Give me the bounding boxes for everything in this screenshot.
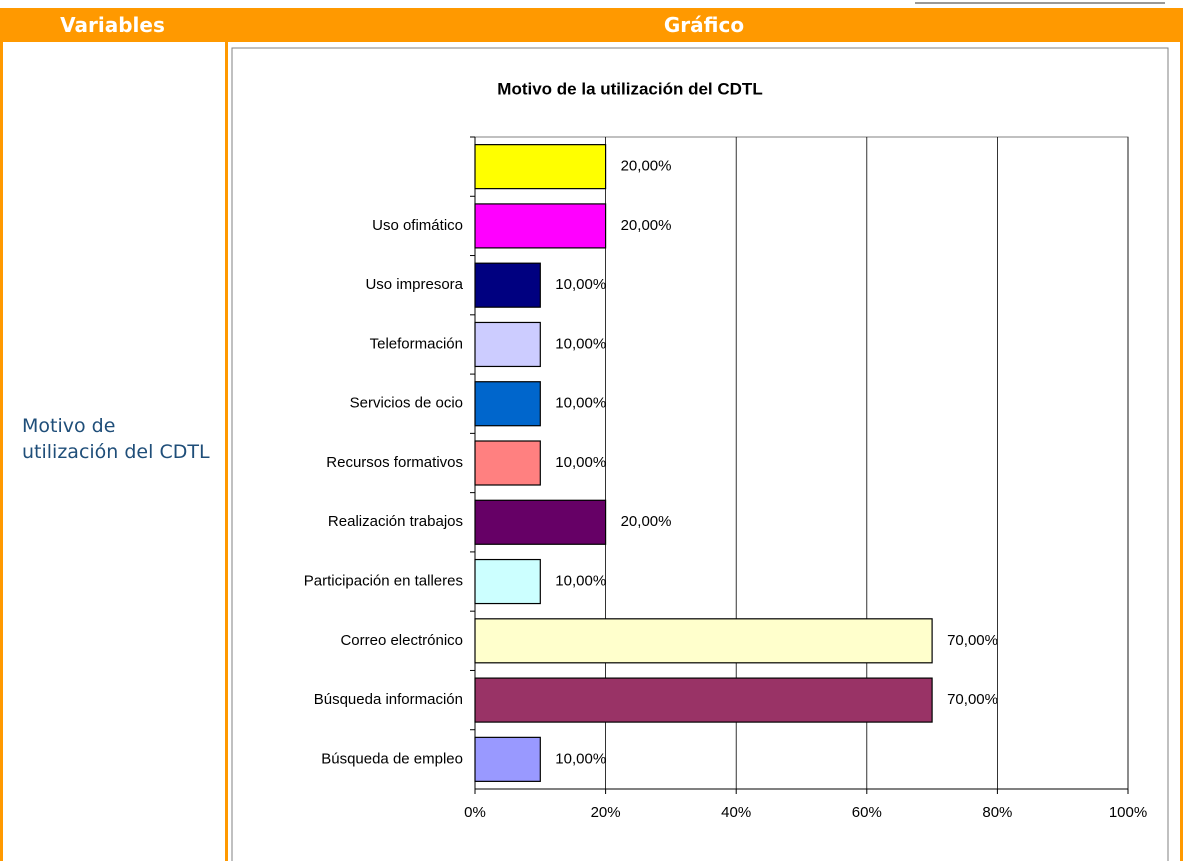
bar xyxy=(474,440,541,486)
bar xyxy=(474,736,541,782)
value-label: 20,00% xyxy=(621,513,672,530)
value-label: 10,00% xyxy=(555,454,606,471)
y-tick-label: Realización trabajos xyxy=(328,513,463,530)
y-tick-label: Servicios de ocio xyxy=(350,395,463,412)
header-cell: Gráfico xyxy=(228,8,1180,42)
bar xyxy=(474,203,607,249)
bar xyxy=(474,381,541,427)
x-tick-label: 60% xyxy=(852,804,882,821)
chart-title: Motivo de la utilización del CDTL xyxy=(497,79,762,98)
y-tick-label: Uso ofimático xyxy=(372,217,463,234)
bar xyxy=(474,144,607,190)
value-label: 10,00% xyxy=(555,395,606,412)
value-label: 20,00% xyxy=(621,217,672,234)
x-tick-label: 20% xyxy=(591,804,621,821)
x-tick-label: 80% xyxy=(982,804,1012,821)
x-tick-label: 100% xyxy=(1109,804,1147,821)
chart-frame xyxy=(231,47,1169,861)
y-tick-label: Participación en talleres xyxy=(304,573,463,590)
y-tick-label: Búsqueda de empleo xyxy=(321,750,463,767)
variable-text: Motivo de utilización del CDTL xyxy=(22,415,210,463)
value-label: 10,00% xyxy=(555,573,606,590)
y-tick-label: Búsqueda información xyxy=(314,691,463,708)
y-tick-label: Correo electrónico xyxy=(340,632,463,649)
decoration xyxy=(915,2,1165,4)
x-tick-label: 40% xyxy=(721,804,751,821)
bar xyxy=(474,677,933,723)
value-label: 10,00% xyxy=(555,335,606,352)
bar xyxy=(474,262,541,308)
y-tick-label: Uso impresora xyxy=(365,276,463,293)
value-label: 10,00% xyxy=(555,750,606,767)
value-label: 70,00% xyxy=(947,691,998,708)
bar xyxy=(474,618,933,664)
bar xyxy=(474,558,541,605)
value-label: 20,00% xyxy=(621,158,672,175)
border xyxy=(225,8,228,861)
value-label: 70,00% xyxy=(947,632,998,649)
y-tick-label: Recursos formativos xyxy=(326,454,463,471)
x-tick-label: 0% xyxy=(464,804,486,821)
y-tick-label: Teleformación xyxy=(370,335,463,352)
bar xyxy=(474,321,541,368)
bar xyxy=(474,499,607,545)
header-cell: Variables xyxy=(0,8,225,42)
border xyxy=(0,8,3,861)
border xyxy=(1180,8,1183,861)
value-label: 10,00% xyxy=(555,276,606,293)
